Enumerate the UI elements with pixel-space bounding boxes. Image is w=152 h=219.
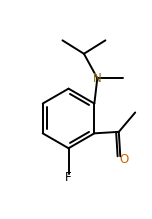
Text: O: O <box>119 153 128 166</box>
Text: N: N <box>93 72 102 85</box>
Text: F: F <box>65 171 72 184</box>
